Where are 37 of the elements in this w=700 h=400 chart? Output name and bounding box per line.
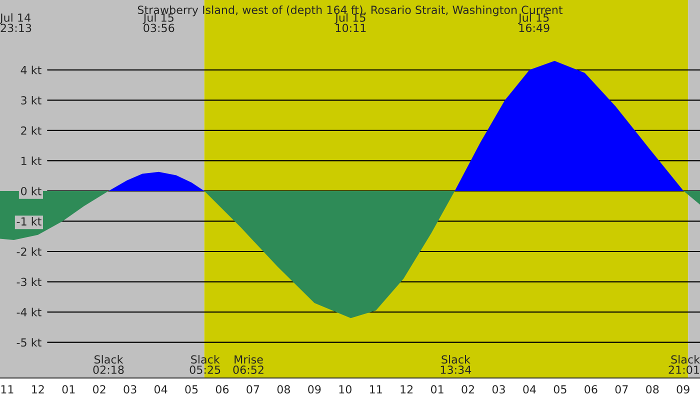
y-tick-label: 3 kt	[21, 96, 42, 105]
y-tick-label: 4 kt	[20, 66, 42, 74]
x-tick-label: 02	[93, 385, 106, 394]
y-tick-label: -1 kt	[16, 217, 42, 226]
x-tick-label: 05	[554, 385, 566, 394]
y-tick-label: -5 kt	[16, 338, 42, 347]
y-tick-label: -2 kt	[16, 247, 42, 256]
x-tick-label: 05	[185, 385, 198, 394]
x-tick-label: 11	[1, 385, 14, 394]
x-tick-label: 07	[246, 385, 260, 394]
x-tick-label: 08	[277, 385, 290, 394]
x-tick-label: 01	[430, 385, 444, 394]
x-tick-label: 04	[154, 385, 168, 394]
x-tick-label: 09	[676, 385, 690, 394]
x-tick-label: 12	[32, 385, 44, 394]
annotation: Mrise 06:52	[233, 355, 264, 374]
x-tick-label: 08	[646, 385, 659, 394]
x-tick-label: 10	[339, 385, 352, 394]
y-tick-label: -3 kt	[16, 278, 42, 286]
y-tick-label: 0 kt	[21, 186, 42, 196]
x-tick-label: 06	[216, 385, 229, 394]
annotation: Jul 15 16:49	[518, 13, 550, 32]
x-tick-label: 06	[584, 385, 598, 394]
x-tick-label: 03	[124, 385, 136, 394]
y-tick-label: 1 kt	[21, 156, 42, 165]
y-tick-label: -4 kt	[16, 308, 42, 316]
x-tick-label: 02	[462, 385, 474, 394]
x-tick-label: 12	[400, 385, 413, 394]
x-tick-label: 09	[308, 385, 321, 394]
annotation: Slack 13:34	[440, 355, 472, 374]
y-tick-label: 2 kt	[21, 126, 42, 135]
annotation: Slack 02:18	[93, 355, 124, 374]
x-tick-label: 04	[523, 385, 536, 394]
x-tick-label: 11	[370, 385, 382, 394]
x-tick-label: 01	[62, 385, 75, 394]
x-tick-label: 03	[492, 385, 505, 394]
x-tick-label: 07	[615, 385, 628, 394]
